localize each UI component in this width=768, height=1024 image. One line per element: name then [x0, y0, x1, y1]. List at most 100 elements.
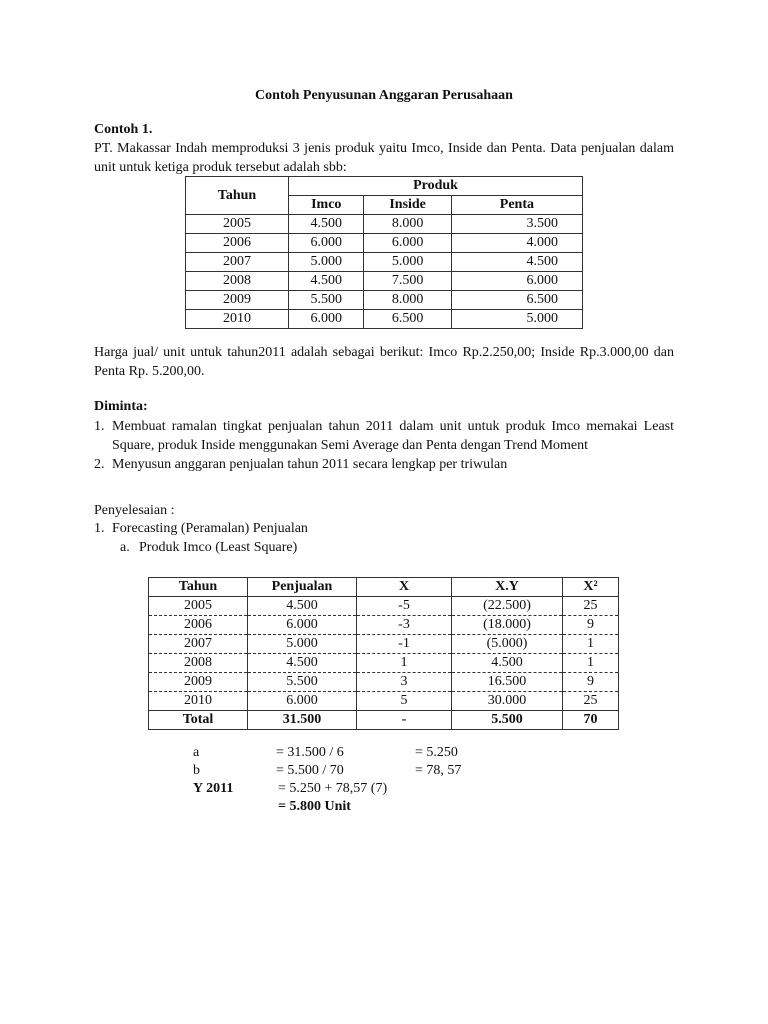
- intro-paragraph: PT. Makassar Indah memproduksi 3 jenis p…: [94, 141, 674, 175]
- table-cell: 5.000: [363, 252, 452, 272]
- table-cell: 16.500: [451, 672, 563, 692]
- table-cell: 1: [356, 653, 452, 673]
- item-number: 2.: [94, 457, 105, 472]
- table-header-cell: Tahun: [148, 577, 248, 597]
- table-row: 2009 5.500 3 16.500 9: [148, 672, 619, 692]
- total-row: Total 31.500-5.500 70: [148, 710, 619, 730]
- total-cell: 5.500: [451, 710, 563, 730]
- formula-a-expr: = 31.500 / 6: [276, 745, 344, 760]
- table-cell: 2006: [148, 615, 248, 635]
- table-header-cell: X: [356, 577, 452, 597]
- table-cell: 2009: [185, 290, 289, 310]
- table-cell: 2010: [185, 309, 289, 329]
- table-cell: 4.500: [451, 653, 563, 673]
- table-cell: 4.500: [287, 214, 365, 234]
- table-cell: 6.000: [287, 309, 365, 329]
- table-cell: 9: [562, 672, 619, 692]
- table-cell: 4.000: [450, 233, 584, 253]
- requested-item: 2. Menyusun anggaran penjualan tahun 2011…: [94, 455, 674, 474]
- table-cell: 3: [356, 672, 452, 692]
- table-cell: -1: [356, 634, 452, 654]
- table-cell: 1: [562, 653, 619, 673]
- table-cell: 3.500: [450, 214, 584, 234]
- solution-heading: Penyelesaian :: [94, 503, 175, 518]
- table-header-cell: Penjualan: [247, 577, 357, 597]
- table-row: 2007 5.000 5.000 4.500: [185, 252, 584, 272]
- table-cell: 1: [562, 634, 619, 654]
- table-cell: (5.000): [451, 634, 563, 654]
- table-row: 2007 5.000 -1 (5.000) 1: [148, 634, 619, 654]
- total-cell: 70: [562, 710, 619, 730]
- solution-sub-number: a.: [120, 540, 130, 555]
- table-cell: 5.000: [450, 309, 584, 329]
- table-cell: 2005: [148, 596, 248, 616]
- table-cell: (18.000): [451, 615, 563, 635]
- table-row: 2008 4.500 7.500 6.000: [185, 271, 584, 291]
- header-inside: Inside: [363, 195, 452, 215]
- table-cell: 9: [562, 615, 619, 635]
- table-cell: 4.500: [450, 252, 584, 272]
- table-cell: 2007: [185, 252, 289, 272]
- table-row: 2010 6.000 6.500 5.000: [185, 309, 584, 329]
- least-square-table: Tahun Penjualan X X.Y X² 2005 4.500 -5 (22.500)…: [148, 577, 619, 730]
- table-cell: 6.000: [247, 691, 357, 711]
- formula-y-expr: = 5.250 + 78,57 (7): [278, 781, 388, 796]
- table-header-cell: X.Y: [451, 577, 563, 597]
- item-number: 1.: [94, 419, 105, 434]
- formula-b-result: = 78, 57: [415, 763, 462, 778]
- table-cell: 8.000: [363, 290, 452, 310]
- header-produk: Produk: [288, 176, 583, 196]
- table-cell: 2006: [185, 233, 289, 253]
- requested-item: 1. Membuat ramalan tingkat penjualan tahu…: [94, 417, 674, 455]
- table-row: 2009 5.500 8.000 6.500: [185, 290, 584, 310]
- table-row: 2008 4.500 1 4.500 1: [148, 653, 619, 673]
- header-imco: Imco: [287, 195, 365, 215]
- table-cell: 2007: [148, 634, 248, 654]
- table-cell: -3: [356, 615, 452, 635]
- solution-sub-text: Produk Imco (Least Square): [139, 540, 298, 555]
- table-cell: 5.500: [247, 672, 357, 692]
- table-cell: 2010: [148, 691, 248, 711]
- table-cell: 4.500: [247, 653, 357, 673]
- formula-a-result: = 5.250: [415, 745, 458, 760]
- table-cell: 6.500: [450, 290, 584, 310]
- solution-item-number: 1.: [94, 521, 105, 536]
- item-text: Membuat ramalan tingkat penjualan tahun …: [112, 419, 674, 453]
- formula-b-label: b: [193, 763, 200, 778]
- table-row: 2006 6.000 6.000 4.000: [185, 233, 584, 253]
- requested-heading: Diminta:: [94, 399, 148, 414]
- table-cell: 5.000: [287, 252, 365, 272]
- table-cell: 4.500: [287, 271, 365, 291]
- page-title: Contoh Penyusunan Anggaran Perusahaan: [255, 88, 513, 103]
- table-row: 2006 6.000 -3 (18.000) 9: [148, 615, 619, 635]
- formula-y-result: = 5.800 Unit: [278, 799, 351, 814]
- total-cell: Total: [148, 710, 248, 730]
- table-cell: (22.500): [451, 596, 563, 616]
- table-cell: -5: [356, 596, 452, 616]
- table-cell: 5.500: [287, 290, 365, 310]
- table-header-cell: X²: [562, 577, 619, 597]
- table-row: 2005 4.500 -5 (22.500) 25: [148, 596, 619, 616]
- table-cell: 5: [356, 691, 452, 711]
- table-cell: 30.000: [451, 691, 563, 711]
- table-cell: 2009: [148, 672, 248, 692]
- price-paragraph: Harga jual/ unit untuk tahun2011 adalah …: [94, 345, 674, 379]
- table-cell: 8.000: [363, 214, 452, 234]
- table-cell: 25: [562, 691, 619, 711]
- header-tahun: Tahun: [185, 176, 289, 215]
- table-cell: 7.500: [363, 271, 452, 291]
- formula-a-label: a: [193, 745, 200, 760]
- table-row: 2005 4.500 8.000 3.500: [185, 214, 584, 234]
- table-cell: 6.000: [247, 615, 357, 635]
- header-penta: Penta: [450, 195, 584, 215]
- total-cell: -: [356, 710, 452, 730]
- table-cell: 6.500: [363, 309, 452, 329]
- item-text: Menyusun anggaran penjualan tahun 2011 s…: [112, 457, 508, 472]
- solution-item-text: Forecasting (Peramalan) Penjualan: [112, 521, 308, 536]
- table-cell: 2008: [148, 653, 248, 673]
- table-cell: 2008: [185, 271, 289, 291]
- table-cell: 6.000: [450, 271, 584, 291]
- sales-data-table: Tahun Produk Imco Inside Penta 2005 4.500 8.0…: [185, 176, 584, 329]
- table-row: 2010 6.000 5 30.000 25: [148, 691, 619, 711]
